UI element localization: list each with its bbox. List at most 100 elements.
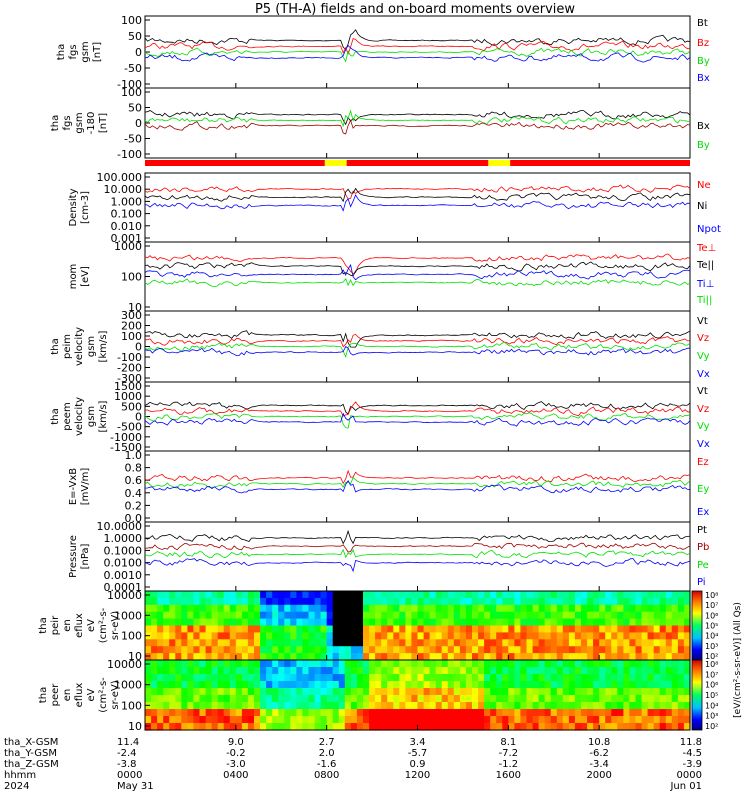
y-axis-label: E=-VxB[mV/m] [68,468,91,506]
y-axis-label: thapeemvelocitygsm[km/s] [50,397,109,436]
y-tick-label: 0.8 [125,462,143,475]
y-tick-label: 0.4 [125,487,143,500]
ephemeris-value: Jun 01 [669,781,702,792]
y-tick-label: -1500 [110,441,142,454]
y-tick-label: 10 [128,301,142,314]
y-tick-label: 0.010 [111,220,143,233]
series-Bt [144,29,691,51]
series-Te|| [144,261,691,277]
y-tick-label: 50 [128,102,142,115]
series-Bx [144,110,691,126]
y-tick-label: 0 [135,46,142,59]
ephemeris-value: 8.1 [500,737,516,748]
series-Vy [144,412,691,429]
ephemeris-value: -4.5 [682,748,702,759]
y-tick-label: 0.0010 [104,569,143,582]
ephemeris-value: -2.4 [117,748,137,759]
series-Vx [144,345,691,357]
series-Vz [145,333,691,348]
series-Vy [144,341,691,359]
y-tick-label: 100 [121,86,142,99]
y-axis-label: Density[cm-3] [68,188,91,226]
ephemeris-value: -1.6 [317,759,337,770]
legend-Bx: Bx [697,121,710,132]
y-tick-label: 1.000 [111,195,143,208]
series-Bz [144,119,691,135]
ephemeris-value: -3.9 [682,759,702,770]
y-tick-label: 10.0000 [97,520,143,533]
y-tick-label: -50 [124,133,142,146]
ephemeris-label: tha_X-GSM [4,737,58,748]
ephemeris-label: tha_Z-GSM [4,759,59,770]
ephemeris-table: tha_X-GSMtha_Y-GSMtha_Z-GSMhhmm202411.4-… [4,737,702,792]
ephemeris-value: 0000 [677,770,702,781]
panel-fgs: 100 50 0 -50 -100 thafgsgsm[nT] Bt Bz By Bx [56,14,710,91]
ephemeris-value: 3.4 [410,737,426,748]
colorbar-tick: 10⁷ [705,601,718,610]
y-tick-label: -100 [117,351,142,364]
series-Pe [144,548,691,559]
series-Pi [144,558,691,573]
legend-Pb: Pb [697,542,709,553]
y-tick-label: -1000 [110,431,142,444]
legend-Vy: Vy [697,421,710,432]
y-tick-label: 100 [121,330,142,343]
ephemeris-value: 0400 [223,770,248,781]
series-Ti⊥ [144,263,691,281]
y-tick-label: 0.6 [125,474,143,487]
series-Ni [144,187,691,203]
panel-frame [144,241,691,312]
ephemeris-label: 2024 [4,781,29,792]
y-axis-label: thapeerenefluxeV(cm²-s-sr-eV) [38,677,121,713]
series-Bz [144,37,691,55]
y-tick-label: 500 [121,400,142,413]
y-tick-label: 100 [121,14,142,27]
colorbar-tick: 10² [705,722,718,731]
ephemeris-value: -6.2 [589,748,609,759]
ephemeris-value: -3.4 [589,759,609,770]
y-tick-label: 1000 [114,390,142,403]
ephemeris-label: hhmm [4,770,36,781]
y-tick-label: 0.0 [125,512,143,525]
legend-Vt: Vt [697,316,708,327]
panel-efield: 1.00.80.60.40.20.0 E=-VxB[mV/m] Ez Ey Ex [68,449,709,525]
ephemeris-value: -7.2 [499,748,519,759]
y-tick-label: 200 [121,320,142,333]
series-Ne [144,184,691,200]
series-Ey [144,476,691,489]
y-tick-label: -100 [117,78,142,91]
legend-By: By [697,56,710,67]
colorbar-tick: 10⁴ [705,632,718,641]
y-tick-label: 10 [128,720,142,733]
y-tick-label: 0 [135,341,142,354]
series-Ex [144,480,691,494]
ephemeris-value: 11.8 [680,737,702,748]
ephemeris-value: 10.8 [588,737,610,748]
legend-Vt: Vt [697,386,708,397]
legend-Ti⊥: Ti⊥ [696,279,714,290]
colorbar-tick: 10⁴ [705,701,718,710]
y-tick-label: 10.000 [104,183,143,196]
legend-Vx: Vx [697,439,710,450]
legend-Ne: Ne [697,180,711,191]
y-tick-label: 0.1000 [104,544,143,557]
series-Ti|| [144,277,691,288]
y-tick-label: 1.0 [125,449,143,462]
y-axis-label: mom[eV] [68,264,91,290]
colorbar-tick: 10³ [705,642,718,651]
series-Vt [144,401,691,415]
y-tick-label: 0.0001 [104,581,143,594]
legend-Ez: Ez [697,457,709,468]
series-Ez [144,469,691,485]
chart-title: P5 (TH-A) fields and on-board moments ov… [255,2,575,17]
y-tick-label: 1500 [114,380,142,393]
colorbar-tick: 10⁷ [705,670,718,679]
legend-Bz: Bz [697,0,709,3]
y-tick-label: 100 [121,630,142,643]
y-tick-label: 10000 [107,658,142,671]
panel-peer: 10000 1000 100 10 thapeerenefluxeV(cm²-s-sr-… [38,658,691,733]
